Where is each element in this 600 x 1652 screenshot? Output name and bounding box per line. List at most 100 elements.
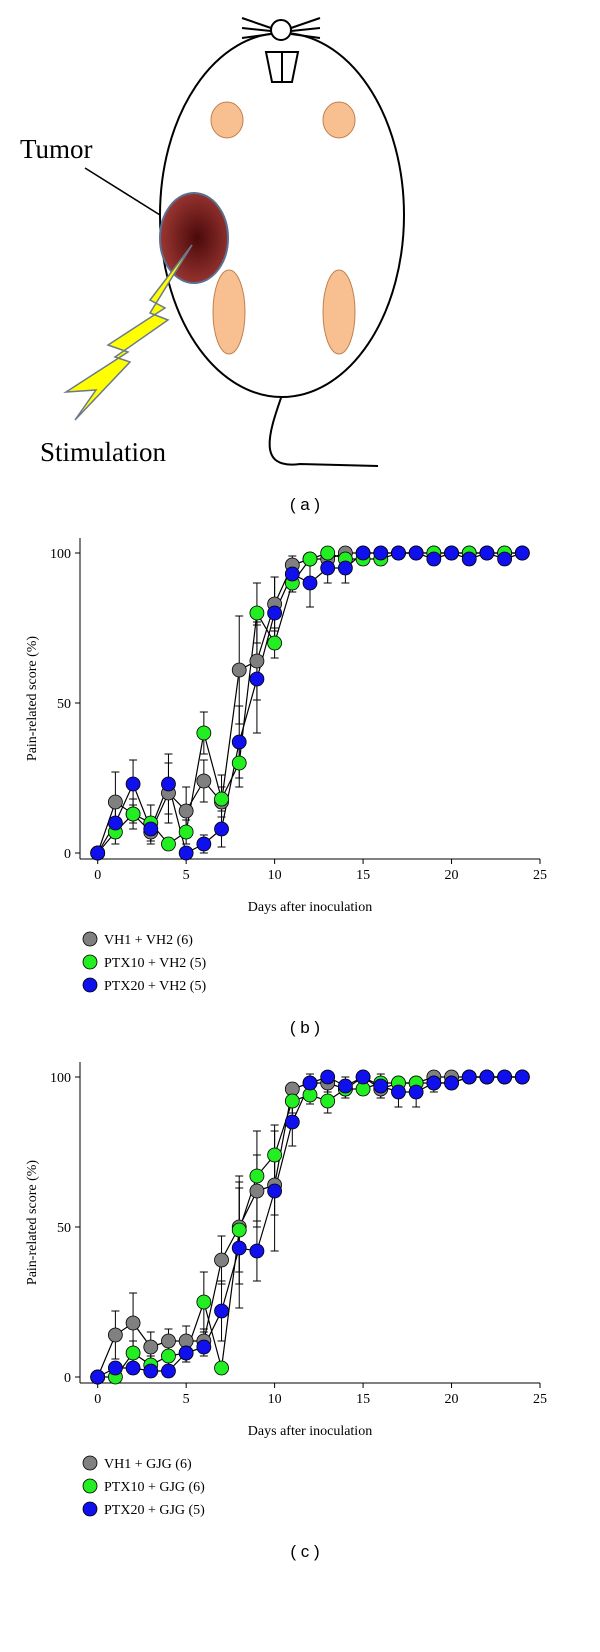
marker xyxy=(391,545,406,561)
marker xyxy=(302,575,318,591)
marker xyxy=(178,803,194,819)
marker xyxy=(214,791,229,807)
marker xyxy=(461,551,477,567)
marker xyxy=(143,821,159,837)
marker xyxy=(337,560,353,576)
marker xyxy=(408,1084,424,1100)
y-tick-label: 50 xyxy=(57,1221,71,1236)
x-tick-label: 5 xyxy=(183,1392,190,1407)
marker xyxy=(178,845,194,861)
marker xyxy=(320,1069,336,1085)
marker xyxy=(302,551,318,567)
marker xyxy=(320,1093,336,1109)
marker xyxy=(479,1069,495,1085)
series-line xyxy=(97,1076,523,1378)
marker xyxy=(161,1348,176,1364)
marker xyxy=(249,1168,265,1184)
x-tick-label: 10 xyxy=(268,868,282,883)
marker xyxy=(214,821,229,837)
marker xyxy=(444,545,459,561)
marker xyxy=(231,755,247,771)
legend-marker xyxy=(82,954,98,970)
marker xyxy=(337,1078,353,1094)
marker xyxy=(214,1252,229,1268)
caption: ( c ) xyxy=(290,1542,319,1561)
marker xyxy=(249,1183,265,1199)
marker xyxy=(426,551,442,567)
marker xyxy=(196,1339,212,1355)
legend-marker xyxy=(82,1478,98,1494)
marker xyxy=(373,545,389,561)
marker xyxy=(497,551,513,567)
x-tick-label: 10 xyxy=(268,1392,282,1407)
series-line xyxy=(97,1076,523,1378)
marker xyxy=(514,1069,530,1085)
legend-marker xyxy=(82,1501,98,1517)
legend-label: VH1 + GJG (6) xyxy=(104,1457,192,1472)
x-tick-label: 20 xyxy=(445,868,459,883)
marker xyxy=(161,776,176,792)
marker xyxy=(161,1363,176,1379)
marker xyxy=(320,560,336,576)
marker xyxy=(302,1075,318,1091)
marker xyxy=(196,725,212,741)
marker xyxy=(125,1360,141,1376)
marker xyxy=(231,1222,247,1238)
marker xyxy=(161,1333,176,1349)
legend-label: VH1 + VH2 (6) xyxy=(104,933,193,948)
y-tick-label: 0 xyxy=(64,847,71,862)
marker xyxy=(355,545,371,561)
x-tick-label: 0 xyxy=(94,868,101,883)
y-tick-label: 0 xyxy=(64,1371,71,1386)
y-tick-label: 50 xyxy=(57,697,71,712)
marker xyxy=(143,1363,159,1379)
x-tick-label: 25 xyxy=(533,1392,547,1407)
mouse-diagram: Tumor Stimulation ( a ) xyxy=(20,17,405,514)
chart: 0 50 100 0 5 10 15 20 25 Days after inoculation Pa… xyxy=(25,1062,547,1561)
marker xyxy=(214,1360,229,1376)
diagram-label: Stimulation xyxy=(40,437,167,467)
marker xyxy=(284,1093,300,1109)
y-axis-label: Pain-related score (%) xyxy=(25,1160,40,1285)
marker xyxy=(284,1114,300,1130)
marker xyxy=(196,1294,212,1310)
x-tick-label: 5 xyxy=(183,868,190,883)
chart: 0 50 100 0 5 10 15 20 25 Days after inoculation Pa… xyxy=(25,538,547,1037)
caption: ( b ) xyxy=(290,1018,320,1037)
marker xyxy=(143,1339,159,1355)
marker xyxy=(231,734,247,750)
marker xyxy=(497,1069,513,1085)
marker xyxy=(355,1069,371,1085)
marker xyxy=(196,836,212,852)
y-axis-label: Pain-related score (%) xyxy=(25,636,40,761)
marker xyxy=(161,836,176,852)
marker xyxy=(107,794,123,810)
y-tick-label: 100 xyxy=(50,1071,71,1086)
marker xyxy=(196,773,212,789)
legend-label: PTX10 + VH2 (5) xyxy=(104,956,206,971)
marker xyxy=(320,545,336,561)
marker xyxy=(249,671,265,687)
marker xyxy=(231,1240,247,1256)
legend-marker xyxy=(82,977,98,993)
x-axis-label: Days after inoculation xyxy=(248,900,372,915)
marker xyxy=(267,605,283,621)
x-tick-label: 20 xyxy=(445,1392,459,1407)
legend-label: PTX20 + VH2 (5) xyxy=(104,979,206,994)
marker xyxy=(514,545,530,561)
series-line xyxy=(97,1076,523,1378)
marker xyxy=(90,1369,106,1385)
diagram-label: Tumor xyxy=(20,134,93,164)
marker xyxy=(178,1345,194,1361)
marker xyxy=(90,845,106,861)
y-tick-label: 100 xyxy=(50,547,71,562)
marker xyxy=(373,1078,389,1094)
marker xyxy=(408,545,424,561)
x-tick-label: 15 xyxy=(356,868,370,883)
marker xyxy=(125,776,141,792)
legend-marker xyxy=(82,1455,98,1471)
marker xyxy=(267,1147,283,1163)
marker xyxy=(284,566,300,582)
marker xyxy=(426,1075,442,1091)
marker xyxy=(267,1183,283,1199)
